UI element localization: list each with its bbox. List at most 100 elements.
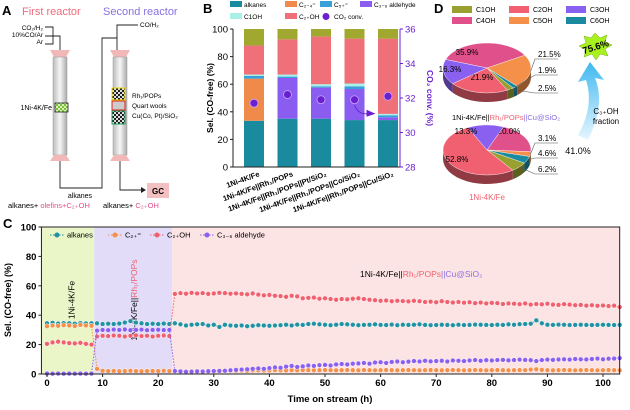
data-point-alkanes (611, 322, 617, 328)
legend-marker (112, 232, 118, 238)
data-point-C₃₋₆ aldehyde (305, 362, 311, 369)
data-point-C₃₋₆ aldehyde (416, 358, 423, 365)
bar-segment-C₂₊OH (311, 36, 331, 85)
pie-top-title-a: 1Ni-4K/Fe|| (452, 113, 490, 122)
data-point-C₂₊OH (427, 299, 434, 305)
bar-segment-C1OH (344, 83, 365, 87)
y-tick-label: 80 (26, 252, 37, 263)
data-point-C₂₊OH (555, 302, 562, 308)
data-point-alkanes (350, 322, 356, 328)
pie-top-title-b: Rh₁/POPs (490, 113, 524, 122)
data-point-alkanes (133, 319, 139, 326)
data-point-C₂₊OH (177, 290, 184, 296)
legend-marker (154, 232, 160, 238)
data-point-alkanes (333, 322, 339, 328)
data-point-C₃₋₆ aldehyde (439, 358, 445, 364)
data-point-alkanes (216, 324, 223, 330)
pie-label: 4.6% (538, 149, 556, 158)
output-2a: alkanes+ (103, 201, 135, 210)
bar-segment-alkanes (311, 118, 331, 167)
first-reactor-title: First reactor (22, 6, 81, 18)
data-point-C₂₊⁼ (88, 323, 95, 329)
data-point-C₃₋₆ aldehyde (422, 358, 428, 364)
data-point-alkanes (94, 320, 100, 326)
bar-segment-other (311, 29, 331, 37)
data-point-C₂₊OH (283, 294, 289, 300)
data-point-C₂₊OH (389, 298, 395, 304)
data-point-C₂₊⁼ (138, 368, 145, 374)
data-point-C₃₋₆ aldehyde (94, 327, 100, 334)
panel-b: B alkanes C₂₋₄⁼ C₅₊⁼ C₃₋₆ aldehyde C1OH C₂₊OH… (203, 1, 435, 214)
data-point-C₂₊OH (539, 301, 545, 307)
data-point-C₂₊OH (516, 301, 523, 307)
data-point-alkanes (233, 323, 239, 329)
co2-conversion-point (350, 95, 359, 105)
series-line-C₂₊⁼ (46, 324, 620, 372)
data-point-C₂₊⁼ (600, 367, 606, 373)
data-point-C₂₊⁼ (61, 322, 67, 328)
data-point-alkanes (188, 322, 195, 328)
data-point-alkanes (439, 322, 445, 328)
data-point-alkanes (383, 322, 389, 328)
data-point-alkanes (288, 322, 295, 329)
bar-segment-C₅₊⁼ (311, 86, 331, 88)
data-point-C₂₊OH (288, 293, 295, 299)
data-point-C₂₊OH (272, 293, 278, 299)
data-point-alkanes (238, 322, 245, 329)
feed-second-co-h2: CO/H₂ (140, 22, 159, 29)
data-point-C₂₊⁼ (149, 368, 156, 374)
y2-tick-label: 28 (405, 163, 416, 174)
data-point-alkanes (528, 321, 534, 327)
second-reactor (110, 50, 130, 161)
phase-label-2: 1Ni-4K/Fe||Rh₁/POPs (129, 260, 139, 341)
data-point-alkanes (127, 318, 134, 324)
data-point-C₂₊OH (583, 302, 589, 309)
data-point-alkanes (344, 321, 350, 327)
data-point-alkanes (105, 321, 111, 327)
data-point-alkanes (444, 322, 450, 328)
data-point-C₂₊OH (49, 339, 56, 346)
data-point-alkanes (578, 322, 584, 328)
data-point-C₂₊OH (500, 301, 506, 307)
data-point-alkanes (605, 322, 612, 328)
data-point-alkanes (483, 322, 489, 328)
data-point-C₃₋₆ aldehyde (216, 368, 223, 374)
data-point-C₂₊OH (422, 299, 428, 305)
data-point-C₂₊⁼ (77, 322, 84, 328)
x-tick-label: 60 (375, 378, 386, 389)
legend-swatch-C4OH (452, 17, 472, 24)
feed-co2-h2: CO₂/H₂ (22, 25, 44, 32)
x-tick-label: 20 (153, 378, 164, 389)
data-point-C₂₊OH (211, 290, 217, 297)
data-point-C₂₊OH (605, 303, 612, 309)
data-point-C₃₋₆ aldehyde (99, 327, 106, 333)
legend-swatch (285, 13, 297, 19)
data-point-C₂₊OH (439, 298, 445, 304)
x-tick-label: 80 (487, 378, 498, 389)
data-point-C₂₊⁼ (539, 367, 545, 373)
data-point-C₃₋₆ aldehyde (138, 326, 145, 333)
chart-c-plot: 1Ni-4K/Fe 1Ni-4K/Fe||Rh₁/POPs 1Ni-4K/Fe||R… (21, 223, 623, 389)
bed-1-label: Rh₁/POPs (132, 93, 162, 100)
data-point-C₃₋₆ aldehyde (272, 364, 278, 371)
data-point-C₃₋₆ aldehyde (450, 357, 456, 364)
pie-side-C2OH (443, 149, 513, 184)
data-point-C₃₋₆ aldehyde (294, 364, 300, 370)
pie-slice-C2OH (442, 127, 514, 176)
data-point-C₂₊OH (149, 333, 156, 340)
pie-label: 1.9% (538, 66, 556, 75)
co2-conversion-point (383, 91, 393, 101)
data-point-alkanes (594, 322, 601, 328)
data-point-C₂₊⁼ (416, 367, 423, 373)
data-point-alkanes (422, 322, 428, 328)
data-point-alkanes (394, 322, 400, 328)
data-point-C₂₊OH (94, 333, 100, 340)
data-point-C₂₊⁼ (339, 367, 345, 373)
data-point-alkanes (149, 321, 156, 327)
bed-cu-silica (111, 110, 126, 125)
data-point-C₂₊OH (116, 333, 122, 339)
data-point-C₂₊OH (383, 297, 389, 304)
catalyst-1-label: 1Ni-4K/Fe (20, 105, 52, 112)
legend-label: CO₂ conv. (334, 14, 363, 21)
leader-line (530, 58, 558, 72)
